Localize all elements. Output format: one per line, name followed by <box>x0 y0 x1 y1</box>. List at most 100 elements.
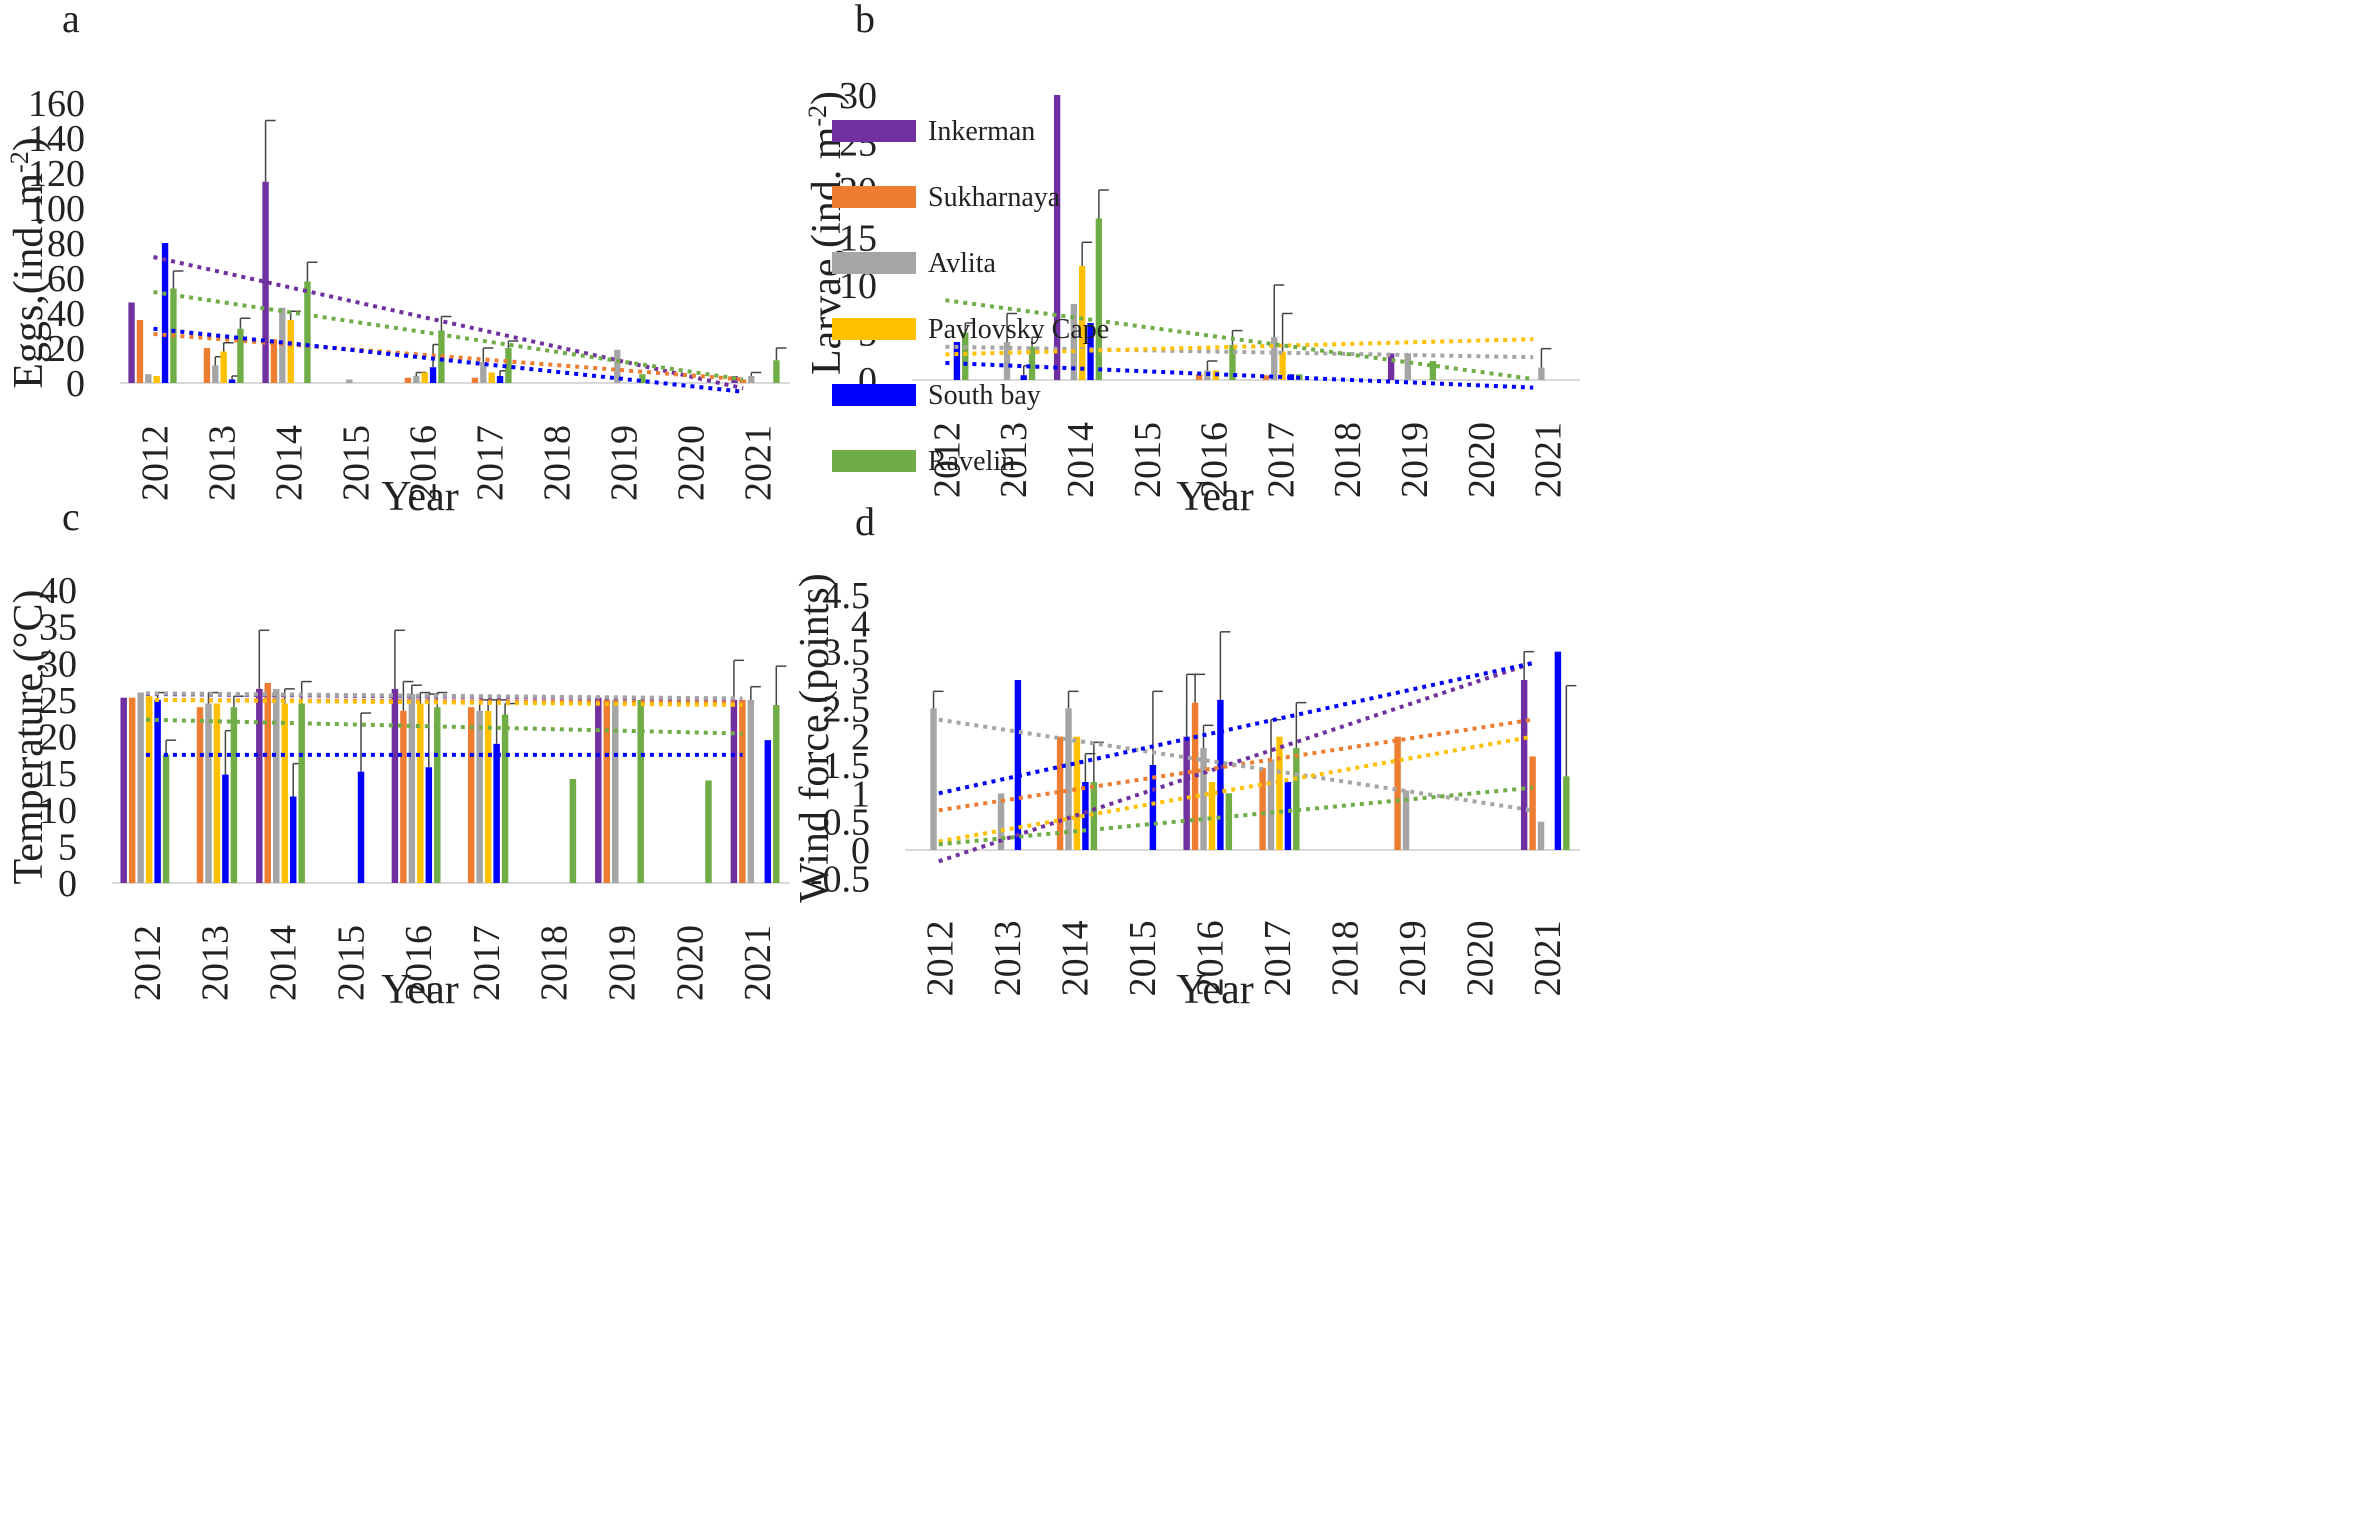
legend: Inkerman Sukharnaya Avlita Pavlovsky Cape So… <box>832 116 1109 477</box>
x-tick-label: 2013 <box>202 425 244 501</box>
y-axis-title: Eggs,(ind. m-2) <box>5 137 52 389</box>
bar-avlita-2014 <box>1070 304 1077 380</box>
bar-sukharnaya-2021 <box>1529 756 1536 850</box>
bar-ravelin-2014 <box>298 703 305 883</box>
y-tick-label: 2 <box>851 717 870 759</box>
x-tick-label: 2012 <box>920 920 962 996</box>
y-tick-label: 0 <box>58 863 77 905</box>
bar-south-bay-2021 <box>1554 651 1562 850</box>
bar-ravelin-2016 <box>1229 344 1236 380</box>
bar-pavlovsky-cape-2016 <box>421 372 428 383</box>
x-tick-label: 2014 <box>263 925 305 1001</box>
bar-ravelin-2019 <box>637 699 644 883</box>
legend-label-ravelin: Ravelin <box>928 446 1015 477</box>
bar-south-bay-2012 <box>154 699 161 883</box>
y-tick-label: 10 <box>39 790 77 832</box>
x-tick-label: 2020 <box>669 925 711 1001</box>
bar-south-bay-2012 <box>161 243 169 383</box>
bar-ravelin-2021 <box>773 360 780 383</box>
x-tick-label: 2014 <box>269 425 311 501</box>
x-tick-label: 2020 <box>1460 920 1502 996</box>
x-tick-label: 2012 <box>127 925 169 1001</box>
bar-avlita-2021 <box>748 376 755 383</box>
bar-avlita-2021 <box>747 699 755 883</box>
y-tick-label: 100 <box>28 188 85 230</box>
x-tick-label: 2017 <box>466 925 508 1001</box>
panel-letter: b <box>855 0 875 41</box>
legend-swatch-ravelin <box>832 450 916 472</box>
bar-south-bay-2017 <box>493 743 500 883</box>
y-tick-label: 4.5 <box>823 575 871 617</box>
y-tick-label: 140 <box>28 118 85 160</box>
bar-sukharnaya-2021 <box>739 699 746 883</box>
panel-letter: c <box>62 494 80 539</box>
legend-swatch-sukharnaya <box>832 186 916 208</box>
bar-avlita-2012 <box>145 374 152 383</box>
legend-label-pavlovsky-cape: Pavlovsky Cape <box>928 314 1109 345</box>
x-tick-label: 2013 <box>993 422 1035 498</box>
x-tick-label: 2019 <box>1394 422 1436 498</box>
bar-sukharnaya-2017 <box>467 707 475 883</box>
x-tick-label: 2015 <box>330 925 372 1001</box>
y-axis-title-main: Wind force,(points) <box>792 573 838 903</box>
bar-sukharnaya-2019 <box>603 699 611 883</box>
bar-south-bay-2016 <box>429 367 437 383</box>
x-tick-label: 2021 <box>1527 920 1569 996</box>
bar-sukharnaya-2016 <box>400 710 407 883</box>
bar-avlita-2017 <box>1271 337 1278 380</box>
x-tick-label: 2012 <box>135 425 177 501</box>
bar-sukharnaya-2014 <box>270 339 278 383</box>
bar-sukharnaya-2017 <box>1262 375 1270 380</box>
bar-ravelin-2013 <box>230 707 238 883</box>
y-tick-label: 80 <box>47 223 85 265</box>
bar-sukharnaya-2013 <box>196 707 204 883</box>
bar-inkerman-2012 <box>128 302 135 383</box>
y-tick-label: 1.5 <box>823 745 871 787</box>
bar-avlita-2013 <box>997 793 1005 850</box>
bar-pavlovsky-cape-2013 <box>220 351 227 383</box>
bar-ravelin-2013 <box>237 328 244 383</box>
bar-ravelin-2017 <box>501 714 509 883</box>
bar-avlita-2017 <box>1267 759 1275 850</box>
panel-letter: a <box>62 0 80 41</box>
y-tick-label: 40 <box>47 293 85 335</box>
x-axis-title: Year <box>381 967 458 1013</box>
y-tick-label: 0 <box>851 830 870 872</box>
bar-sukharnaya-2016 <box>1195 374 1203 380</box>
bar-south-bay-2017 <box>496 376 504 383</box>
bar-pavlovsky-cape-2014 <box>1073 736 1081 850</box>
bar-ravelin-2012 <box>962 332 969 380</box>
bar-avlita-2015 <box>346 379 353 383</box>
x-axis-title: Year <box>1176 967 1253 1013</box>
bar-south-bay-2015 <box>1149 765 1157 850</box>
bar-inkerman-2014 <box>1053 95 1061 380</box>
bar-inkerman-2019 <box>1387 353 1395 380</box>
y-tick-label: 160 <box>28 83 85 125</box>
bar-inkerman-2016 <box>1183 736 1190 850</box>
legend-label-south-bay: South bay <box>928 380 1041 411</box>
bar-sukharnaya-2012 <box>136 320 144 383</box>
bar-avlita-2021 <box>1537 821 1545 850</box>
x-tick-label: 2015 <box>336 425 378 501</box>
bar-pavlovsky-cape-2017 <box>488 372 495 383</box>
y-axis-title: Temperature,(°C) <box>6 590 52 885</box>
bar-ravelin-2018 <box>569 778 577 883</box>
x-tick-label: 2017 <box>1260 422 1302 498</box>
y-tick-label: 20 <box>47 328 85 370</box>
bar-pavlovsky-cape-2014 <box>281 703 288 883</box>
bar-sukharnaya-2012 <box>128 697 136 883</box>
bar-pavlovsky-cape-2016 <box>417 703 424 883</box>
bar-avlita-2017 <box>476 710 483 883</box>
y-tick-label: 25 <box>39 680 77 722</box>
bar-avlita-2013 <box>212 365 219 383</box>
bar-ravelin-2021 <box>1563 776 1570 850</box>
bar-inkerman-2014 <box>262 181 269 383</box>
y-tick-label: -0.5 <box>810 858 870 900</box>
bar-avlita-2016 <box>413 376 420 383</box>
bar-ravelin-2013 <box>1028 346 1036 380</box>
bar-sukharnaya-2014 <box>264 683 272 883</box>
bar-pavlovsky-cape-2017 <box>1279 351 1286 380</box>
y-tick-label: 0.5 <box>823 802 871 844</box>
bar-pavlovsky-cape-2017 <box>484 710 492 883</box>
